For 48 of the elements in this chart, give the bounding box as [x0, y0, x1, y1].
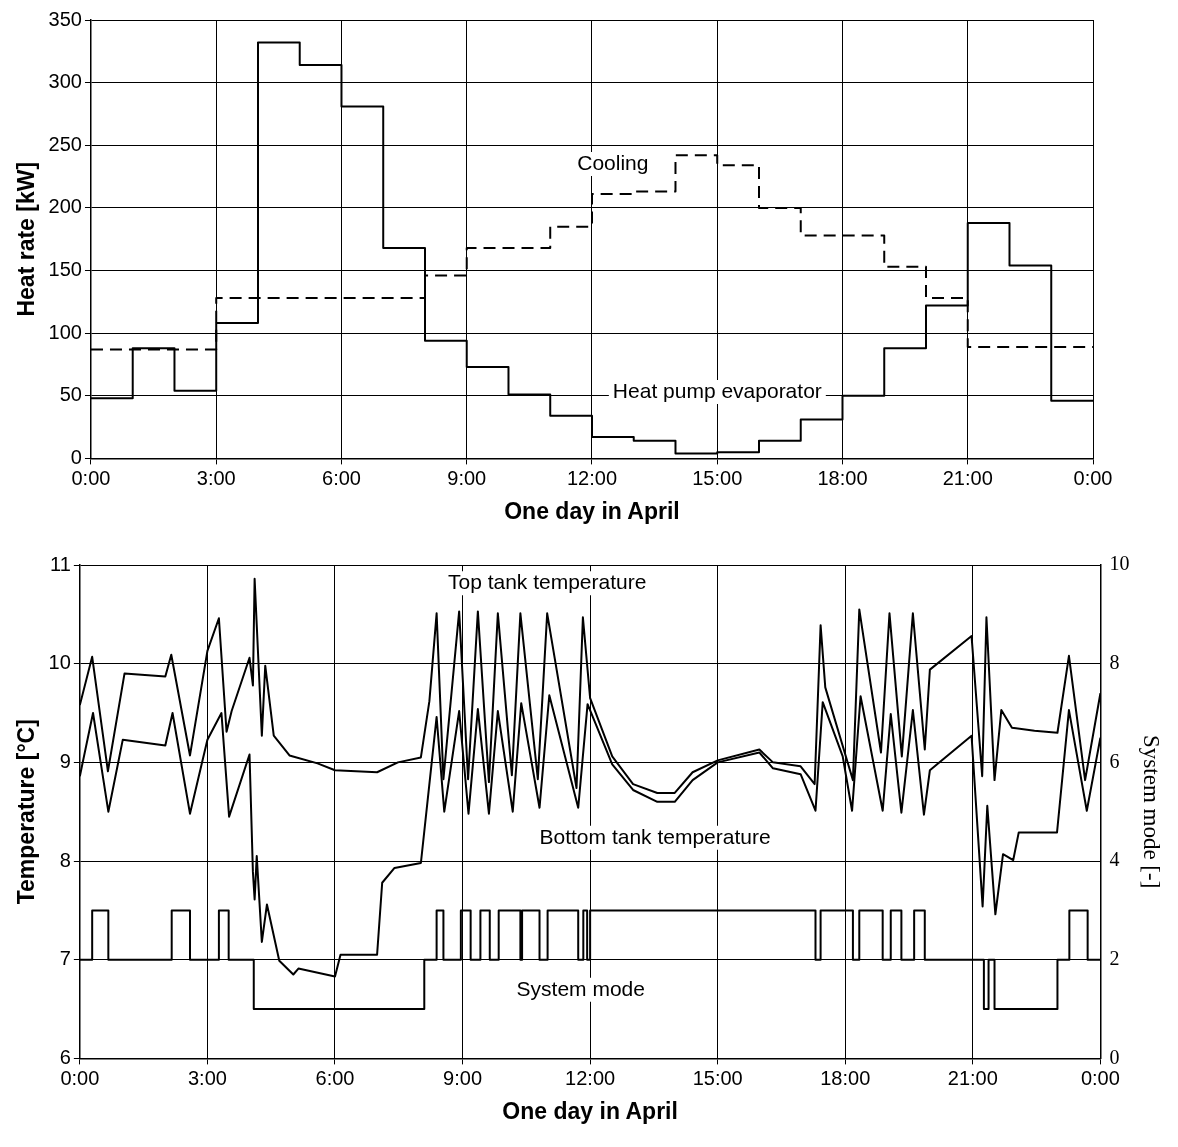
y-tick-label: 9 [59, 749, 71, 772]
x-tick-label: 0:00 [1073, 466, 1113, 489]
series-label: Top tank temperature [447, 570, 647, 594]
y-tick-label: 50 [59, 383, 82, 406]
x-tick-label: 9:00 [447, 466, 487, 489]
y-tick-label: 10 [48, 651, 71, 674]
y2-axis-title: System mode [-] [1139, 735, 1165, 889]
x-tick-label: 21:00 [947, 1066, 998, 1089]
x-tick-label: 9:00 [443, 1066, 483, 1089]
x-tick-label: 21:00 [942, 466, 993, 489]
x-tick-label: 6:00 [322, 466, 361, 489]
y-tick-label: 8 [59, 848, 71, 871]
x-tick-label: 0:00 [60, 1066, 100, 1089]
series-label: System mode [516, 976, 645, 1000]
y2-tick-label: 2 [1109, 946, 1120, 969]
y-tick-label: 300 [48, 70, 82, 93]
x-tick-label: 3:00 [187, 1066, 227, 1089]
y-tick-label: 100 [48, 320, 82, 343]
y-axis-title: Temperature [°C] [13, 719, 40, 905]
y-tick-label: 7 [59, 947, 71, 970]
y-tick-label: 6 [59, 1045, 71, 1068]
x-axis-title: One day in April [504, 497, 680, 524]
x-tick-label: 0:00 [1080, 1066, 1120, 1089]
x-tick-label: 15:00 [692, 1066, 743, 1089]
y-tick-label: 350 [48, 7, 82, 30]
x-tick-label: 18:00 [817, 466, 868, 489]
y-tick-label: 200 [48, 195, 82, 218]
x-tick-label: 12:00 [566, 466, 618, 489]
y-tick-label: 250 [48, 132, 82, 155]
series-label: Bottom tank temperature [539, 824, 771, 848]
y2-tick-label: 4 [1109, 848, 1120, 871]
x-tick-label: 12:00 [565, 1066, 616, 1089]
series-label: Heat pump evaporator [612, 378, 822, 402]
y-axis-title: Heat rate [kW] [13, 161, 40, 317]
y2-tick-label: 0 [1109, 1045, 1120, 1068]
x-tick-label: 18:00 [820, 1066, 871, 1089]
x-tick-label: 3:00 [196, 466, 236, 489]
y2-tick-label: 10 [1109, 552, 1130, 575]
y-tick-label: 11 [50, 552, 71, 575]
x-tick-label: 6:00 [315, 1066, 355, 1089]
x-axis-title: One day in April [502, 1097, 678, 1124]
y-tick-label: 150 [48, 258, 82, 281]
y2-tick-label: 6 [1109, 749, 1120, 772]
x-tick-label: 0:00 [71, 466, 111, 489]
series-label: Cooling [577, 150, 649, 174]
y2-tick-label: 8 [1109, 650, 1120, 673]
y-tick-label: 0 [70, 445, 82, 468]
x-tick-label: 15:00 [692, 466, 743, 489]
